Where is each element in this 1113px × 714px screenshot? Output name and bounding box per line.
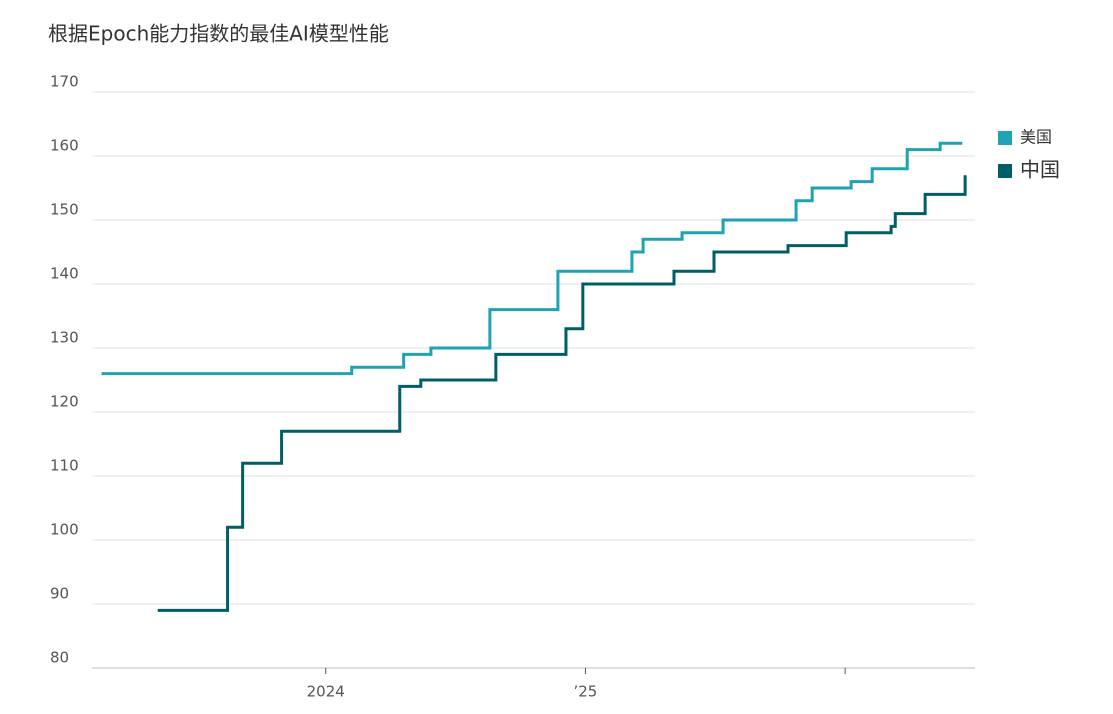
- series-line: [157, 175, 967, 612]
- x-tick-label: ’25: [574, 683, 598, 701]
- x-tick-label: 2024: [307, 683, 345, 701]
- y-tick-label: 90: [50, 585, 69, 603]
- y-tick-label: 150: [50, 201, 79, 219]
- legend-swatch: [998, 164, 1012, 178]
- y-tick-label: 120: [50, 393, 79, 411]
- y-tick-label: 140: [50, 265, 79, 283]
- y-tick-label: 110: [50, 457, 79, 475]
- legend-label: 美国: [1020, 128, 1052, 147]
- legend-swatch: [998, 131, 1012, 145]
- y-tick-label: 170: [50, 73, 79, 91]
- series-line: [101, 141, 963, 376]
- y-tick-label: 100: [50, 521, 79, 539]
- legend-label: 中国: [1020, 158, 1060, 182]
- y-tick-label: 130: [50, 329, 79, 347]
- chart-title: 根据Epoch能力指数的最佳AI模型性能: [48, 22, 389, 46]
- y-tick-label: 160: [50, 137, 79, 155]
- y-tick-label: 80: [50, 649, 69, 667]
